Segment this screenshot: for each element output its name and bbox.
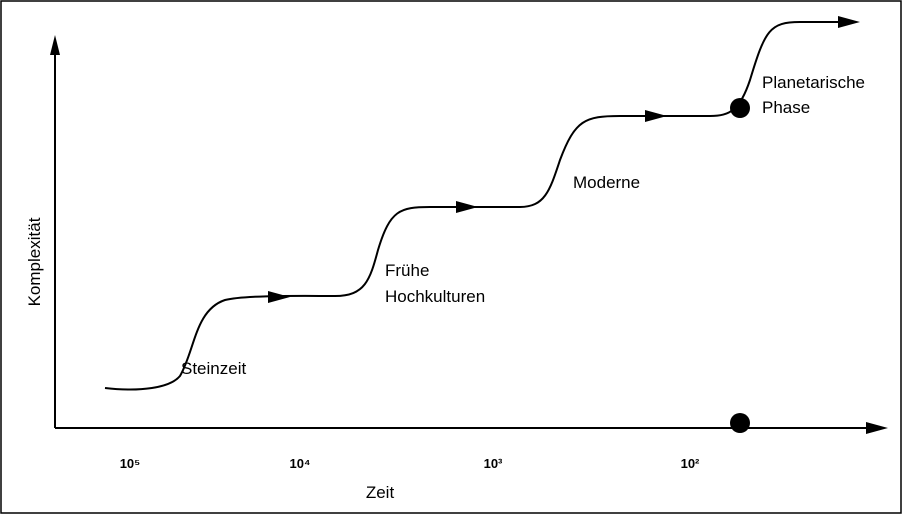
stage-label: Hochkulturen: [385, 287, 485, 306]
x-tick-label: 10³: [484, 456, 503, 471]
curve-arrow: [268, 291, 290, 303]
y-axis-label: Komplexität: [25, 217, 44, 306]
current-marker: [730, 413, 750, 433]
stage-label: Planetarische: [762, 73, 865, 92]
curve-arrow: [645, 110, 667, 122]
x-axis-label: Zeit: [366, 483, 395, 502]
stage-label: Moderne: [573, 173, 640, 192]
stage-label: Steinzeit: [181, 359, 246, 378]
curve-arrow: [456, 201, 478, 213]
x-axis-arrow: [866, 422, 888, 434]
x-tick-label: 10⁴: [290, 456, 311, 471]
current-marker: [730, 98, 750, 118]
y-axis-arrow: [50, 35, 60, 55]
stage-label: Phase: [762, 98, 810, 117]
x-tick-label: 10⁵: [120, 456, 141, 471]
curve-arrow: [838, 16, 860, 28]
stage-label: Frühe: [385, 261, 429, 280]
complexity-curve: [104, 21, 850, 391]
x-tick-label: 10²: [681, 456, 700, 471]
